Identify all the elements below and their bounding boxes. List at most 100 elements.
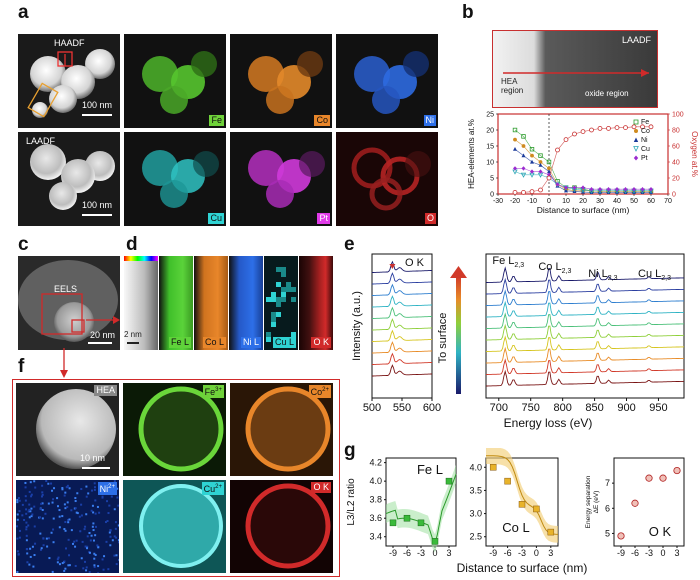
- data-point-pt: [598, 187, 602, 192]
- o-k-plot-label: O K: [649, 524, 672, 539]
- ni2-pixel: [27, 524, 30, 527]
- ni2-pixel: [41, 517, 44, 520]
- o-map-tile: O: [336, 132, 438, 226]
- ni2-pixel: [47, 482, 50, 485]
- legend-marker-co: [634, 129, 638, 133]
- ni2-pixel: [114, 527, 117, 530]
- data-point-pt: [606, 187, 611, 192]
- ni2-pixel: [65, 486, 68, 489]
- ni2-pixel: [67, 538, 70, 541]
- data-point-o: [631, 124, 637, 130]
- y-tick-label: 3.0: [469, 509, 482, 519]
- ni2-pixel: [41, 508, 44, 511]
- ni2-pixel: [16, 501, 19, 504]
- data-point-pt: [589, 187, 594, 192]
- ni2-pixel: [84, 545, 87, 548]
- ni2-pixel: [97, 565, 100, 568]
- series-line-cu: [514, 171, 651, 192]
- data-point-pt: [623, 187, 628, 192]
- y-axis-title: L3/L2 ratio: [346, 478, 357, 526]
- co-l-map: Co L: [194, 256, 228, 350]
- x-tick-label: 500: [363, 402, 381, 414]
- ni2-pixel: [25, 534, 28, 537]
- interface-gradient: [493, 31, 657, 107]
- laadf-interface-image: LAADF HEA region oxide region: [492, 30, 658, 108]
- ni2-pixel: [67, 519, 70, 522]
- ni2-pixel: [117, 524, 119, 527]
- co2-label-sup: 2+: [322, 387, 329, 393]
- o-k-data-point: [659, 474, 667, 482]
- data-point-o: [640, 124, 645, 130]
- ni2-pixel: [52, 541, 55, 544]
- ni2-pixel: [33, 525, 36, 528]
- cu-l-noise: [266, 267, 296, 342]
- x-tick-label: 0: [660, 548, 665, 558]
- ni-map-particles: [354, 51, 429, 114]
- hea-region-label: HEA region: [501, 77, 524, 95]
- to-surface-label: To surface: [437, 313, 449, 364]
- ni2-pixel: [28, 503, 31, 506]
- panel-f-frame: [12, 379, 340, 577]
- legend-label-fe: Fe: [641, 119, 649, 126]
- laadf-label: LAADF: [26, 136, 56, 146]
- ni2-pixel: [94, 499, 97, 502]
- ni2-pixel: [64, 547, 67, 550]
- y-tick-label: 3.6: [369, 513, 382, 523]
- ni2-pixel: [63, 494, 66, 497]
- ni2-pixel: [93, 557, 96, 560]
- energy-axis-title-1: Energy separation: [585, 475, 592, 528]
- co2-map: Co2+: [230, 383, 333, 476]
- cu-l-pixel: [271, 297, 276, 302]
- data-point-pt: [538, 169, 543, 174]
- ni2-pixel: [40, 495, 43, 498]
- fe-map-tile: Fe: [124, 34, 226, 128]
- legend-marker-ni: [633, 137, 639, 142]
- ni2-pixel: [97, 546, 100, 549]
- y-left-tick-label: 10: [486, 160, 494, 167]
- co-l-data-point: [504, 477, 511, 485]
- data-point-ni: [640, 190, 645, 194]
- fe-l-confidence-band: [386, 464, 456, 553]
- data-point-ni: [632, 190, 636, 194]
- ni2-pixel: [64, 507, 67, 510]
- colorbar: [124, 256, 158, 261]
- ni2-pixel: [78, 515, 81, 518]
- panel-g-chart: -9 -6 -3 0 33.43.63.84.04.2 Fe LL3/L2 ratio-9…: [346, 448, 685, 575]
- eels-overview-image: EELS 20 nm: [18, 256, 120, 350]
- cu-l-pixel: [281, 287, 286, 292]
- laadf-tag: LAADF: [621, 35, 651, 45]
- ni2-pixel: [39, 548, 42, 551]
- ni2-pixel: [17, 496, 20, 499]
- ni2-pixel: [85, 513, 88, 516]
- ni-l-edge-label-sub: 2,3: [608, 275, 618, 282]
- ni2-pixel: [75, 539, 78, 542]
- ni2-pixel: [66, 484, 69, 487]
- data-point-co: [513, 137, 517, 142]
- hea-particle: [36, 389, 116, 469]
- ni2-pixel: [26, 548, 29, 551]
- co-map-particles: [248, 51, 323, 114]
- ni2-pixel: [56, 561, 59, 564]
- ni2-pixel: [92, 511, 95, 514]
- ni2-pixel: [52, 528, 55, 531]
- y-tick-label: 4.0: [369, 476, 382, 486]
- fe-l-edge-label-base: Fe L: [492, 255, 514, 267]
- cu-l-pixel: [291, 287, 296, 292]
- panel-g-letter: g: [344, 440, 356, 461]
- ni2-pixel: [29, 510, 32, 513]
- metal-l-spectrum: [486, 358, 685, 375]
- ni2-pixel: [42, 537, 45, 540]
- ni2-pixel: [25, 539, 28, 542]
- x-tick-label: -10: [527, 198, 537, 205]
- data-point-fe: [521, 134, 526, 139]
- ni2-pixel: [64, 491, 67, 494]
- cu-map-particles: [142, 150, 219, 208]
- x-tick-label: -20: [510, 198, 520, 205]
- data-point-ni: [538, 163, 543, 167]
- o-k-spectrum: [372, 295, 432, 308]
- ni2-pixel: [113, 554, 116, 557]
- x-tick-label: 3: [674, 548, 679, 558]
- y-left-tick-label: 5: [490, 176, 494, 183]
- ni2-pixel: [30, 515, 33, 518]
- scalebar-line: [88, 342, 112, 344]
